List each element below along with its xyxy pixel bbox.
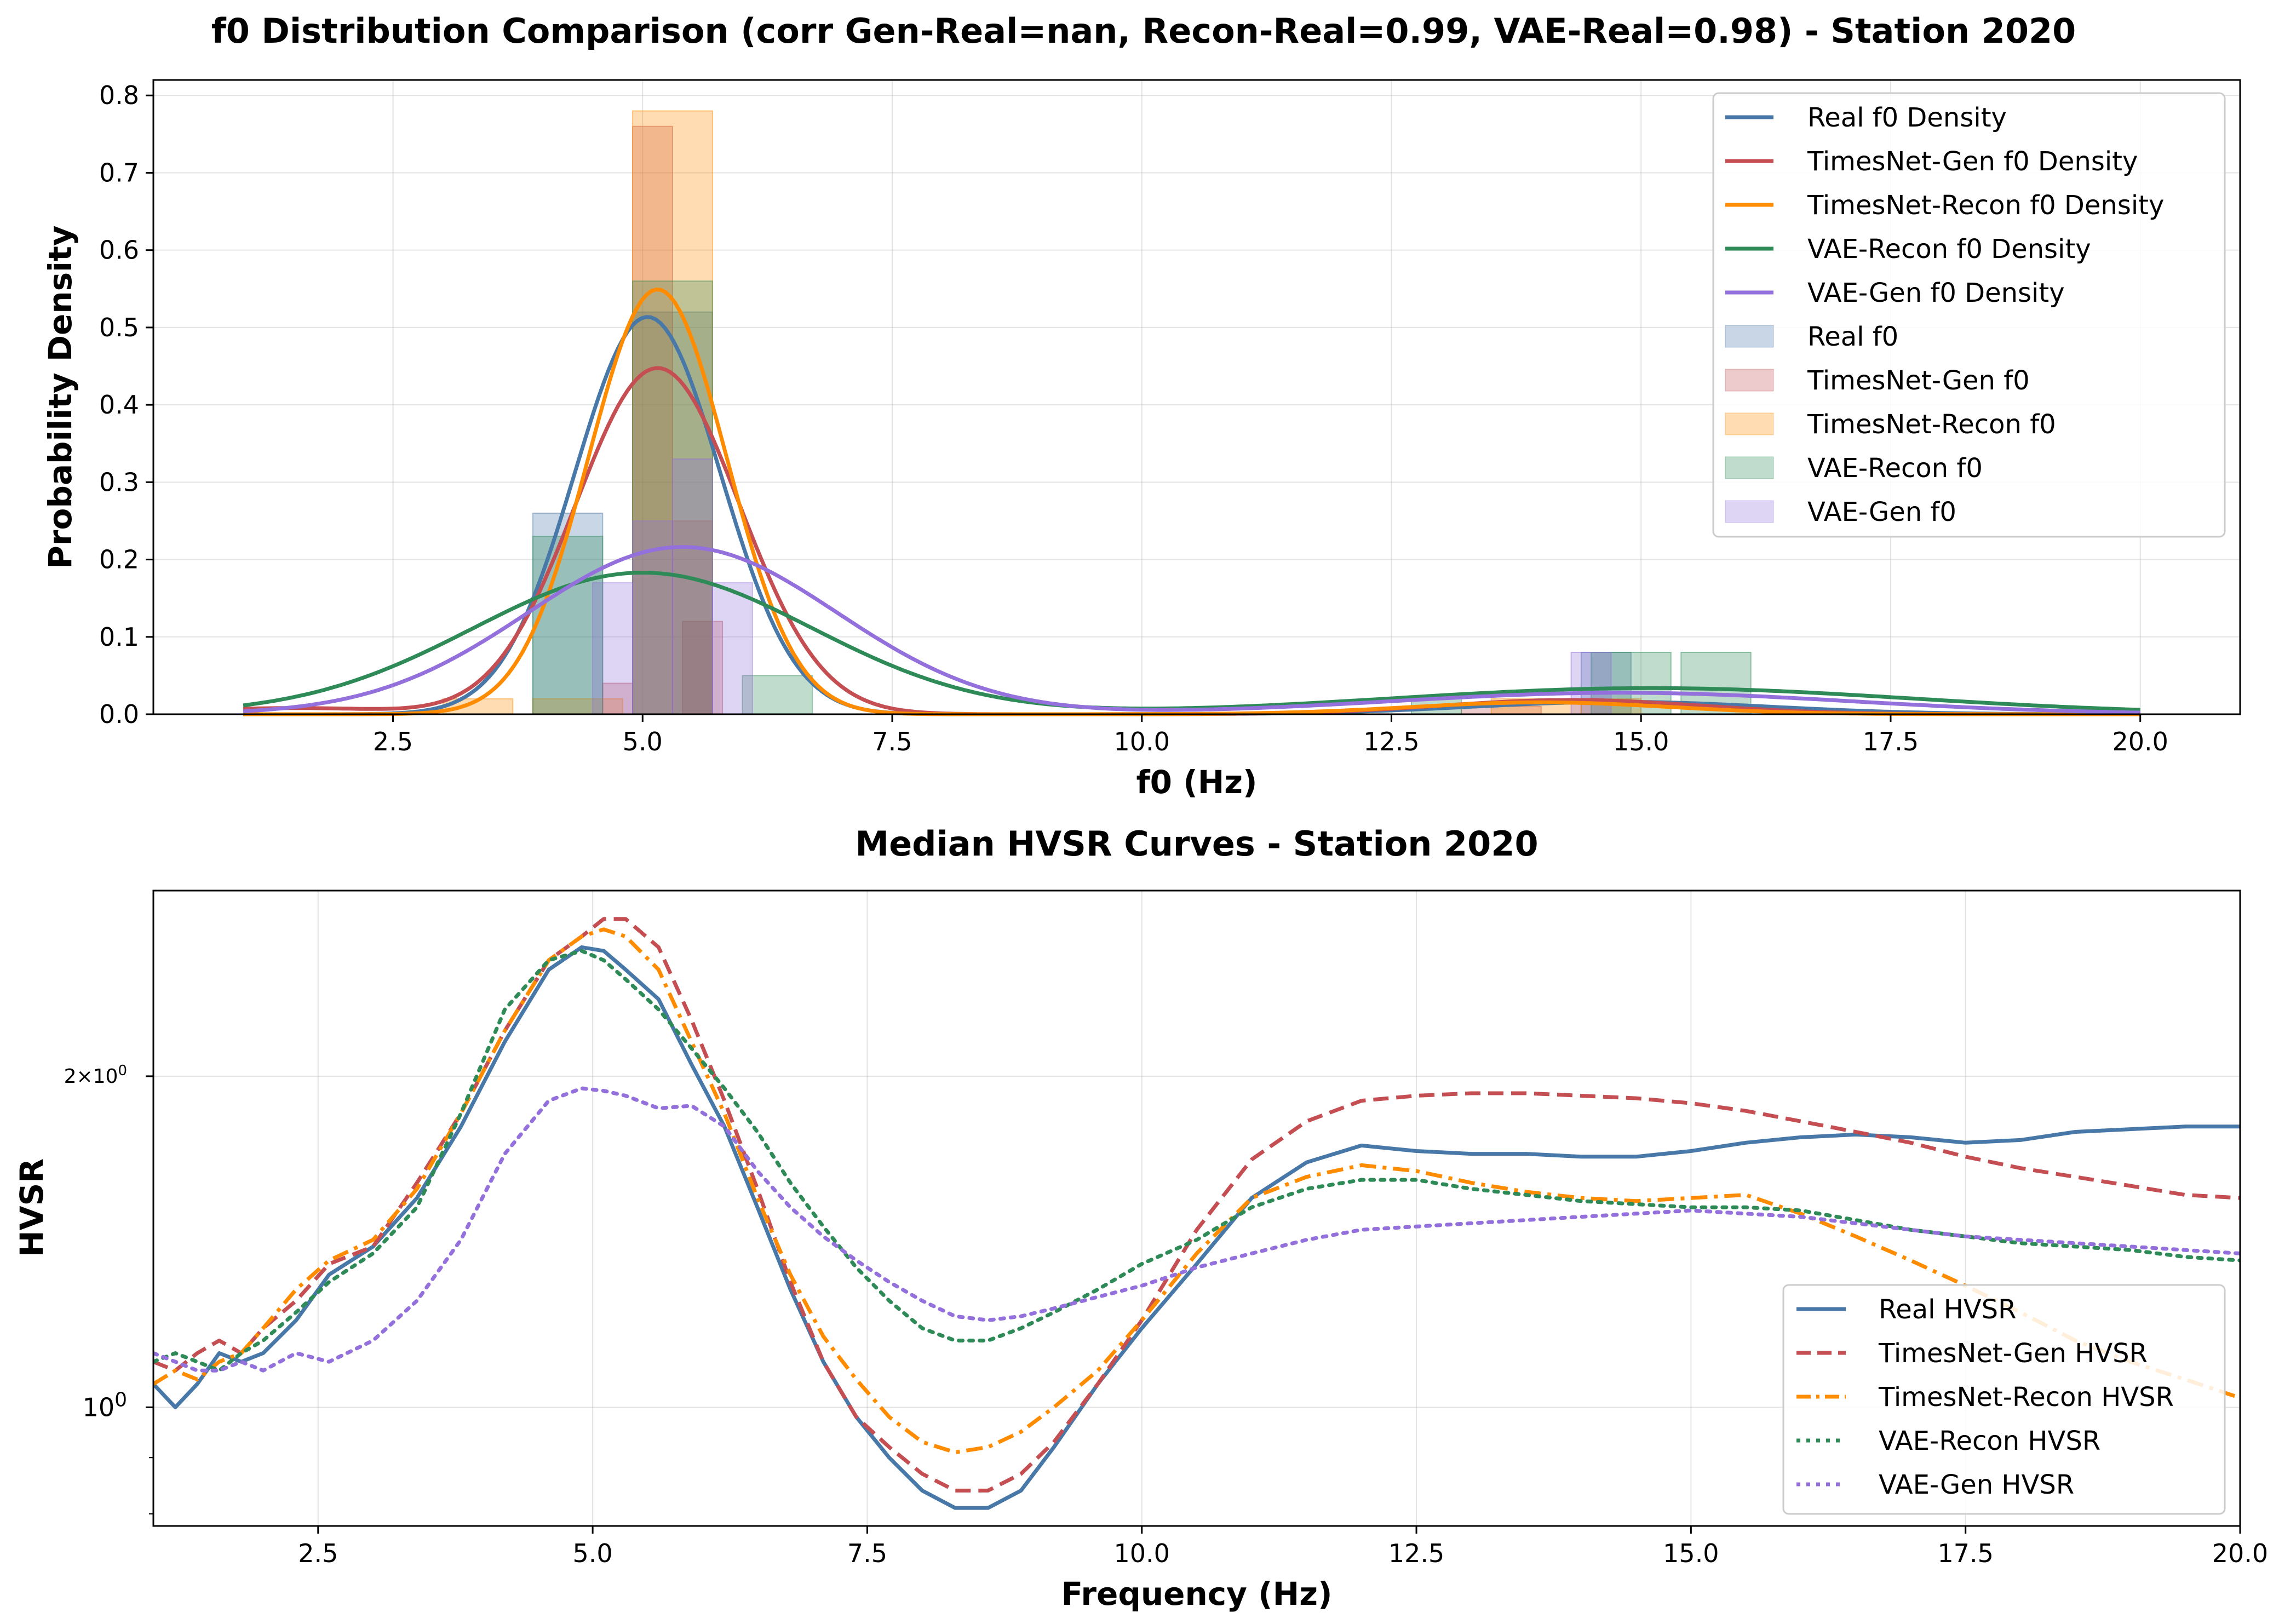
legend-label: Real f0 Density [1807, 102, 2007, 133]
legend-entry: VAE-Recon HVSR [1796, 1426, 2100, 1456]
tick-label-x: 5.0 [623, 727, 663, 756]
hvsr-chart: Median HVSR Curves - Station 2020 2.5 5.0… [13, 824, 2268, 1612]
hvsr-curve [153, 917, 2240, 1493]
tick-label-y: 0.4 [99, 390, 139, 420]
x-axis-label-hvsr: Frequency (Hz) [1061, 1575, 1333, 1612]
legend-entry: VAE-Gen f0 [1725, 497, 1956, 527]
histogram-bar [632, 280, 713, 715]
tick-label-y: 0.2 [99, 545, 139, 575]
histogram-bar [532, 512, 604, 715]
tick-label-x: 10.0 [1114, 1539, 1170, 1568]
legend-swatch [1725, 456, 1774, 479]
tick-label-y: 0.0 [99, 699, 139, 729]
legend-label: TimesNet-Gen f0 [1807, 365, 2030, 396]
plot-frame-hvsr [152, 890, 2241, 1527]
legend-label: Real f0 [1807, 322, 1898, 352]
legend-entry: TimesNet-Gen f0 Density [1725, 146, 2138, 177]
tick-label-y: 0.3 [99, 467, 139, 497]
tick-label-y: 0.1 [99, 622, 139, 652]
hvsr-curve [153, 949, 2240, 1373]
tick-label-x: 15.0 [1613, 727, 1669, 756]
legend-box-f0 [1712, 92, 2226, 538]
legend-swatch [1725, 325, 1774, 348]
legend-label: VAE-Recon HVSR [1879, 1426, 2100, 1456]
legend-entry: TimesNet-Recon HVSR [1796, 1382, 2174, 1413]
hvsr-curve [153, 927, 2240, 1455]
histogram-bar [711, 582, 753, 715]
legend-entry: TimesNet-Gen HVSR [1796, 1338, 2148, 1369]
x-axis-label-f0: f0 (Hz) [1136, 764, 1257, 801]
tick-label-x: 10.0 [1114, 727, 1170, 756]
chart-title-hvsr: Median HVSR Curves - Station 2020 [855, 824, 1538, 864]
histogram-bar [671, 520, 713, 715]
f0-distribution-chart: f0 Distribution Comparison (corr Gen-Rea… [42, 11, 2241, 801]
legend-label: VAE-Recon f0 [1807, 453, 1983, 484]
tick-label-y: 0.5 [99, 313, 139, 342]
histogram-bars [442, 110, 1752, 715]
legend-entry: VAE-Recon f0 Density [1725, 234, 2091, 265]
histogram-bar [632, 311, 713, 715]
legend-label: TimesNet-Gen HVSR [1878, 1338, 2148, 1369]
histogram-bar [742, 675, 813, 715]
tick-label-x: 12.5 [1363, 727, 1419, 756]
histogram-bar [632, 125, 673, 715]
tick-label-y: 0.8 [99, 81, 139, 110]
legend-label: TimesNet-Recon f0 Density [1807, 190, 2164, 221]
legend-entry: VAE-Recon f0 [1725, 453, 1983, 484]
tick-label-x: 2.5 [373, 727, 413, 756]
tick-label-x: 7.5 [847, 1539, 887, 1568]
hvsr-curve [153, 945, 2240, 1510]
legend-label: TimesNet-Recon HVSR [1878, 1382, 2174, 1413]
tick-label-x: 12.5 [1388, 1539, 1444, 1568]
legend-entry: TimesNet-Recon f0 Density [1725, 190, 2164, 221]
legend-swatch [1725, 369, 1774, 392]
legend-label: Real HVSR [1879, 1294, 2016, 1325]
chart-title-f0: f0 Distribution Comparison (corr Gen-Rea… [211, 11, 2076, 51]
tick-label-y: 2×100 [64, 1063, 127, 1088]
tick-label-x: 5.0 [573, 1539, 613, 1568]
legend-swatch [1725, 500, 1774, 523]
tick-label-y: 0.6 [99, 236, 139, 265]
legend-label: TimesNet-Recon f0 [1807, 409, 2056, 440]
legend-entry: TimesNet-Recon f0 [1725, 409, 2056, 440]
legend-label: VAE-Gen f0 Density [1807, 278, 2065, 308]
legend-label: VAE-Gen f0 [1807, 497, 1956, 527]
ticks-f0: 2.5 5.0 7.5 10.0 12.5 15.0 17.5 20.0 0.0 0.1 0.2 0.… [99, 81, 2168, 756]
plot-frame-f0 [152, 79, 2241, 715]
hvsr-curve [153, 1086, 2240, 1373]
legend-entry: VAE-Gen f0 Density [1725, 278, 2065, 308]
histogram-bar [682, 621, 713, 715]
tick-label-x: 17.5 [1863, 727, 1919, 756]
legend-swatch [1725, 412, 1774, 435]
legend-label: TimesNet-Gen f0 Density [1807, 146, 2138, 177]
tick-label-x: 20.0 [2112, 727, 2168, 756]
legend-entry: Real f0 Density [1725, 102, 2007, 133]
tick-label-y: 0.7 [99, 158, 139, 187]
tick-label-x: 7.5 [872, 727, 912, 756]
tick-label-x: 20.0 [2212, 1539, 2268, 1568]
legend-label: VAE-Recon f0 Density [1807, 234, 2091, 265]
histogram-bar [532, 698, 623, 715]
density-curve [243, 545, 2140, 715]
y-axis-label-f0: Probability Density [42, 225, 79, 569]
tick-label-x: 15.0 [1663, 1539, 1719, 1568]
legend-entry: Real HVSR [1796, 1294, 2016, 1325]
y-axis-label-hvsr: HVSR [13, 1158, 50, 1257]
hvsr-lines [153, 917, 2240, 1510]
legend-entry: TimesNet-Gen f0 [1725, 365, 2030, 396]
tick-label-x: 17.5 [1937, 1539, 1993, 1568]
legend-box-hvsr [1782, 1284, 2226, 1515]
histogram-bar [592, 582, 634, 715]
tick-label-x: 2.5 [298, 1539, 338, 1568]
legend-f0: Real f0 Density TimesNet-Gen f0 Density … [1712, 92, 2226, 538]
legend-label: VAE-Gen HVSR [1879, 1470, 2074, 1500]
legend-entry: VAE-Gen HVSR [1796, 1470, 2074, 1500]
legend-entry: Real f0 [1725, 322, 1898, 352]
legend-hvsr: Real HVSR TimesNet-Gen HVSR TimesNet-Rec… [1782, 1284, 2226, 1515]
histogram-bar [671, 458, 713, 715]
